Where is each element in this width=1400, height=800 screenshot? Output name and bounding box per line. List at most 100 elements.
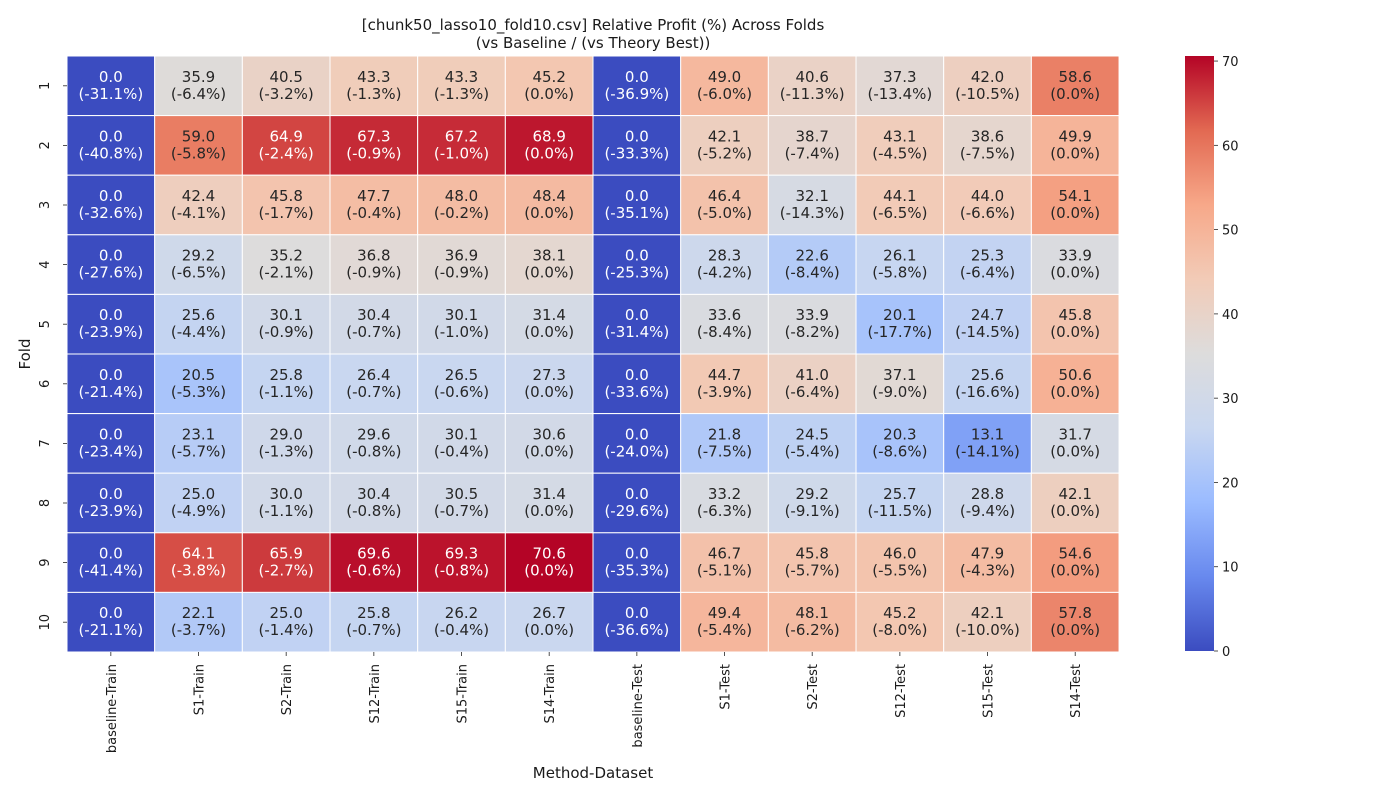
y-tick-label: 4	[38, 260, 53, 268]
cell-theory-best-label: (-2.1%)	[259, 264, 314, 282]
cell-theory-best-label: (-1.3%)	[434, 85, 489, 103]
cell-theory-best-label: (-1.0%)	[434, 144, 489, 162]
y-tick-label: 7	[38, 439, 53, 447]
cell-theory-best-label: (0.0%)	[1050, 621, 1100, 639]
chart-subtitle: (vs Baseline / (vs Theory Best))	[476, 34, 711, 52]
y-tick-labels: 1 2 3 4 5 6 7 8 9 10	[38, 82, 67, 630]
cell-value-label: 26.5	[445, 366, 478, 384]
cell-value-label: 57.8	[1059, 604, 1092, 622]
cell-value-label: 30.1	[269, 306, 302, 324]
cell-theory-best-label: (0.0%)	[524, 621, 574, 639]
cell-value-label: 25.3	[971, 247, 1004, 265]
cell-theory-best-label: (-10.0%)	[955, 621, 1020, 639]
cell-value-label: 33.9	[795, 306, 828, 324]
cell-theory-best-label: (-32.6%)	[78, 204, 143, 222]
heatmap-cell	[154, 115, 243, 176]
heatmap-cell	[504, 55, 594, 117]
cell-theory-best-label: (-11.3%)	[780, 85, 845, 103]
cell-theory-best-label: (-4.9%)	[171, 502, 226, 520]
heatmap-cell	[329, 174, 419, 236]
cell-theory-best-label: (-14.1%)	[955, 442, 1020, 460]
cell-theory-best-label: (-36.9%)	[604, 85, 669, 103]
heatmap-cell	[767, 413, 857, 474]
cell-value-label: 0.0	[625, 545, 649, 563]
cell-value-label: 49.4	[708, 604, 741, 622]
cell-theory-best-label: (-35.3%)	[604, 562, 669, 580]
x-tick-label: S15-Test	[982, 664, 997, 718]
cell-value-label: 45.8	[1059, 306, 1092, 324]
heatmap-cell	[943, 174, 1032, 236]
cell-value-label: 38.7	[795, 127, 828, 145]
cell-theory-best-label: (0.0%)	[524, 323, 574, 341]
cell-value-label: 67.3	[357, 127, 390, 145]
cell-value-label: 43.3	[357, 68, 390, 86]
cell-theory-best-label: (-1.7%)	[259, 204, 314, 222]
x-tick-labels: baseline-Train S1-Train S2-Train S12-Train S…	[105, 652, 1084, 753]
cell-value-label: 0.0	[625, 366, 649, 384]
cell-value-label: 20.3	[883, 425, 916, 443]
cell-value-label: 43.1	[883, 127, 916, 145]
cell-value-label: 30.4	[357, 306, 390, 324]
cell-theory-best-label: (0.0%)	[524, 264, 574, 282]
x-tick-label: S2-Train	[280, 664, 295, 715]
cell-value-label: 0.0	[625, 247, 649, 265]
cell-theory-best-label: (0.0%)	[1050, 264, 1100, 282]
cell-value-label: 44.7	[708, 366, 741, 384]
heatmap-cell	[767, 115, 857, 176]
heatmap-cell	[154, 591, 243, 653]
cell-value-label: 48.4	[532, 187, 565, 205]
cell-value-label: 23.1	[182, 425, 215, 443]
cell-value-label: 28.8	[971, 485, 1004, 503]
heatmap-cell	[592, 591, 682, 653]
cell-value-label: 42.1	[1059, 485, 1092, 503]
heatmap-cell	[592, 115, 682, 176]
heatmap-cell	[680, 472, 769, 534]
cell-theory-best-label: (0.0%)	[1050, 562, 1100, 580]
heatmap-cell	[680, 293, 769, 355]
cell-value-label: 0.0	[99, 366, 123, 384]
cell-theory-best-label: (-5.8%)	[872, 264, 927, 282]
cell-value-label: 64.9	[269, 127, 302, 145]
cell-theory-best-label: (0.0%)	[524, 204, 574, 222]
cell-theory-best-label: (-6.5%)	[872, 204, 927, 222]
cell-value-label: 30.1	[445, 306, 478, 324]
cell-value-label: 48.0	[445, 187, 478, 205]
heatmap-cell	[1030, 174, 1120, 236]
cell-theory-best-label: (-9.0%)	[872, 383, 927, 401]
cell-value-label: 68.9	[532, 127, 565, 145]
cell-value-label: 29.0	[269, 425, 302, 443]
heatmap-cell	[66, 234, 156, 295]
heatmap-cell	[943, 234, 1032, 295]
cell-theory-best-label: (0.0%)	[524, 85, 574, 103]
heatmap-cell	[1030, 591, 1120, 653]
heatmap-cell	[767, 234, 857, 295]
heatmap-cell	[855, 413, 945, 474]
colorbar-tick-label: 30	[1222, 392, 1239, 407]
cell-value-label: 36.9	[445, 247, 478, 265]
cell-theory-best-label: (-6.4%)	[960, 264, 1015, 282]
heatmap-cell	[680, 591, 769, 653]
cell-theory-best-label: (-8.4%)	[697, 323, 752, 341]
heatmap-cell	[504, 234, 594, 295]
cell-value-label: 48.1	[795, 604, 828, 622]
colorbar-tick-label: 60	[1222, 139, 1239, 154]
cell-theory-best-label: (-17.7%)	[867, 323, 932, 341]
cell-theory-best-label: (-3.2%)	[259, 85, 314, 103]
cell-value-label: 46.7	[708, 545, 741, 563]
heatmap-cell	[241, 174, 331, 236]
cell-theory-best-label: (-0.7%)	[346, 323, 401, 341]
heatmap-cell	[329, 532, 419, 593]
colorbar-tick-label: 10	[1222, 561, 1239, 576]
cell-theory-best-label: (-31.1%)	[78, 85, 143, 103]
colorbar-tick-label: 70	[1222, 55, 1239, 70]
cell-theory-best-label: (-1.3%)	[259, 442, 314, 460]
heatmap-cell	[1030, 234, 1120, 295]
cell-theory-best-label: (-5.7%)	[171, 442, 226, 460]
cell-value-label: 42.1	[708, 127, 741, 145]
heatmap-cell	[1030, 115, 1120, 176]
heatmap-cell	[504, 532, 594, 593]
heatmap-cell	[66, 472, 156, 534]
cell-value-label: 33.9	[1059, 247, 1092, 265]
cell-value-label: 41.0	[795, 366, 828, 384]
